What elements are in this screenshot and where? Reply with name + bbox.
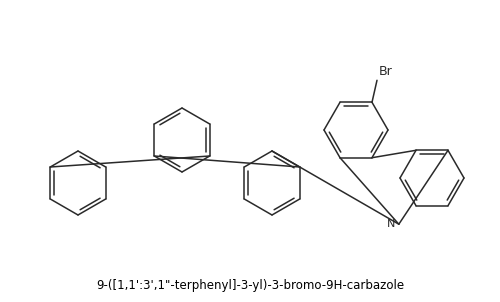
Text: N: N <box>386 219 395 229</box>
Text: 9-([1,1':3',1"-terphenyl]-3-yl)-3-bromo-9H-carbazole: 9-([1,1':3',1"-terphenyl]-3-yl)-3-bromo-… <box>96 279 404 292</box>
Text: Br: Br <box>379 65 393 78</box>
